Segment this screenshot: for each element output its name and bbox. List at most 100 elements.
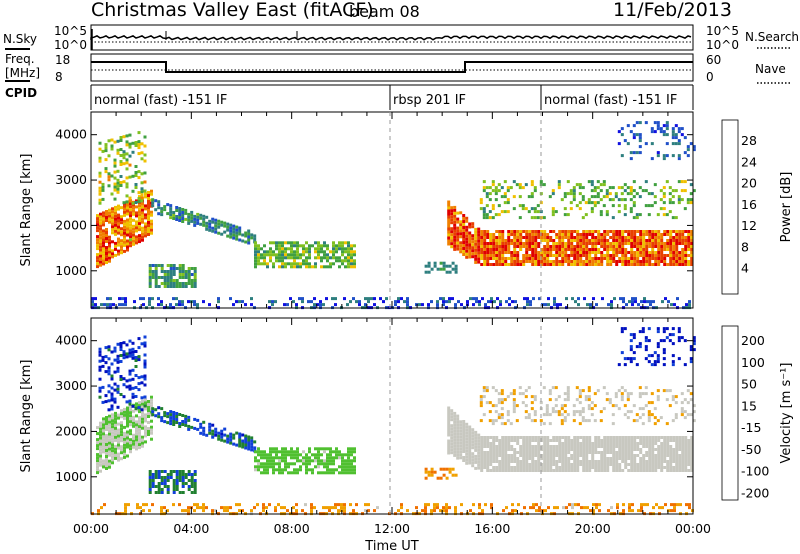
heatmap-cell <box>664 297 667 301</box>
heatmap-cell <box>643 300 646 304</box>
heatmap-cell <box>546 236 550 239</box>
heatmap-cell <box>154 470 158 473</box>
heatmap-cell <box>129 429 132 433</box>
heatmap-cell <box>117 434 120 438</box>
heatmap-cell <box>114 220 117 224</box>
heatmap-cell <box>477 463 481 467</box>
heatmap-cell <box>319 300 322 304</box>
heatmap-cell <box>117 443 120 447</box>
heatmap-cell <box>500 422 504 426</box>
heatmap-cell <box>516 263 520 266</box>
heatmap-cell <box>128 145 132 149</box>
heatmap-cell <box>131 356 135 360</box>
heatmap-cell <box>123 407 126 411</box>
heatmap-cell <box>684 248 688 251</box>
heatmap-cell <box>172 214 176 217</box>
heatmap-cell <box>468 231 472 235</box>
heatmap-cell <box>474 248 478 252</box>
heatmap-cell <box>528 442 532 445</box>
heatmap-cell <box>671 327 675 331</box>
heatmap-cell <box>117 213 120 217</box>
heatmap-cell <box>427 270 431 274</box>
heatmap-cell <box>655 503 658 507</box>
heatmap-cell <box>424 509 427 513</box>
heatmap-cell <box>561 451 565 454</box>
heatmap-cell <box>671 342 675 346</box>
heatmap-cell <box>187 479 191 482</box>
heatmap-cell <box>595 503 598 507</box>
heatmap-cell <box>690 254 694 257</box>
heatmap-cell <box>647 327 651 331</box>
heatmap-cell <box>317 256 320 260</box>
heatmap-cell <box>542 422 546 426</box>
heatmap-cell <box>681 448 685 451</box>
heatmap-cell <box>235 225 239 229</box>
heatmap-cell <box>681 457 685 460</box>
heatmap-cell <box>353 456 356 460</box>
heatmap-cell <box>629 333 633 337</box>
heatmap-cell <box>268 503 271 507</box>
heatmap-cell <box>587 198 591 202</box>
heatmap-cell <box>516 463 520 466</box>
heatmap-cell <box>531 469 535 472</box>
heatmap-cell <box>143 395 147 399</box>
heatmap-cell <box>447 212 451 216</box>
heatmap-cell <box>639 451 643 454</box>
heatmap-cell <box>343 509 346 513</box>
heatmap-cell <box>677 201 681 205</box>
heatmap-cell <box>287 247 290 251</box>
heatmap-cell <box>143 189 147 193</box>
heatmap-cell <box>534 466 538 469</box>
heatmap-cell <box>654 263 658 266</box>
heatmap-cell <box>573 254 577 257</box>
heatmap-cell <box>116 181 120 185</box>
heatmap-cell <box>492 454 496 457</box>
heatmap-cell <box>609 254 613 257</box>
heatmap-cell <box>105 428 108 431</box>
heatmap-cell <box>667 300 670 304</box>
heatmap-cell <box>660 463 664 466</box>
heatmap-cell <box>477 242 481 246</box>
heatmap-cell <box>659 198 663 202</box>
heatmap-cell <box>117 428 120 432</box>
heatmap-cell <box>494 189 498 193</box>
heatmap-cell <box>223 230 227 234</box>
heatmap-cell <box>579 463 583 466</box>
heatmap-cell <box>513 439 517 442</box>
heatmap-cell <box>187 485 191 488</box>
heatmap-cell <box>465 449 469 453</box>
heatmap-cell <box>105 458 108 461</box>
heatmap-cell <box>508 303 511 307</box>
heatmap-cell <box>523 297 526 301</box>
heatmap-cell <box>516 254 520 257</box>
heatmap-cell <box>513 248 517 251</box>
heatmap-cell <box>284 447 287 451</box>
heatmap-cell <box>247 232 251 236</box>
heatmap-cell <box>648 254 652 257</box>
heatmap-cell <box>543 463 547 466</box>
heatmap-cell <box>528 257 532 260</box>
heatmap-cell <box>591 263 595 266</box>
heatmap-cell <box>525 448 529 451</box>
heatmap-cell <box>642 442 646 445</box>
heatmap-cell <box>346 303 349 307</box>
heatmap-cell <box>654 242 658 245</box>
heatmap-cell <box>126 224 129 228</box>
heatmap-cell <box>430 509 433 513</box>
heatmap-cell <box>193 285 197 288</box>
heatmap-cell <box>266 250 269 254</box>
heatmap-cell <box>102 420 105 424</box>
heatmap-cell <box>272 456 275 460</box>
heatmap-cell <box>635 133 639 137</box>
heatmap-cell <box>657 242 661 245</box>
heatmap-cell <box>494 404 498 408</box>
heatmap-cell <box>107 178 111 182</box>
heatmap-cell <box>654 254 658 257</box>
heatmap-cell <box>117 225 120 229</box>
heatmap-cell <box>385 297 388 301</box>
heatmap-cell <box>504 239 508 242</box>
heatmap-cell <box>453 453 457 457</box>
heatmap-cell <box>510 260 514 263</box>
heatmap-cell <box>675 469 679 472</box>
heatmap-cell <box>620 395 624 399</box>
